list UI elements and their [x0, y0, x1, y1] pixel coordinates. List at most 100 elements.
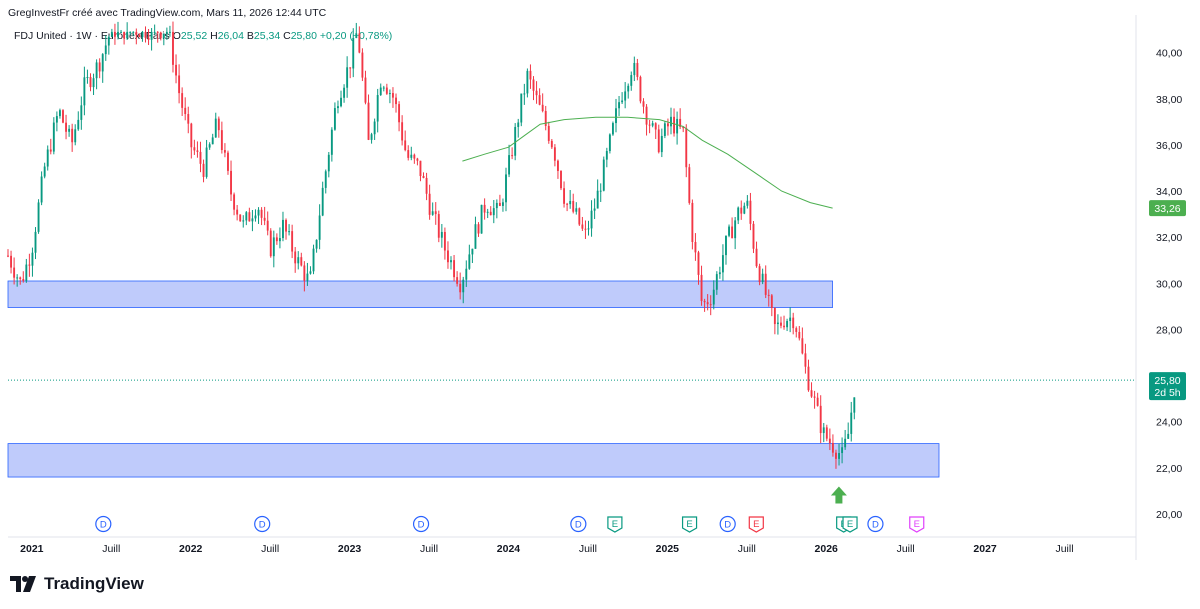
candle-body	[159, 32, 162, 39]
countdown-label: 2d 5h	[1154, 387, 1180, 399]
candle-body	[401, 122, 404, 141]
candle-body	[575, 208, 578, 212]
candle-body	[181, 93, 184, 108]
candle-body	[398, 104, 401, 123]
candle-body	[471, 248, 474, 255]
dividend-marker	[570, 515, 587, 533]
candle-body	[780, 322, 782, 326]
candle-body	[31, 252, 34, 266]
candle-body	[773, 307, 776, 325]
candle-body	[743, 205, 746, 214]
candle-body	[587, 228, 590, 230]
candle-body	[786, 321, 789, 328]
candle-body	[853, 397, 856, 413]
candle-body	[703, 300, 706, 303]
candle-body	[770, 295, 773, 308]
x-tick-label: 2024	[497, 543, 521, 555]
candle-body	[764, 273, 767, 295]
x-tick-label: Juill	[579, 543, 597, 555]
candle-body	[110, 31, 113, 37]
candle-body	[553, 147, 556, 161]
candle-body	[556, 160, 559, 171]
tradingview-logo[interactable]: TradingView	[10, 574, 144, 594]
candle-body	[199, 151, 202, 164]
candle-body	[642, 101, 645, 107]
candle-body	[175, 64, 177, 76]
candle-body	[734, 220, 737, 239]
candle-body	[447, 250, 449, 263]
y-tick-label: 36,00	[1156, 140, 1182, 152]
candle-body	[187, 114, 190, 124]
candle-body	[373, 121, 376, 135]
candle-body	[789, 317, 792, 322]
candle-body	[841, 447, 844, 454]
candle-body	[630, 75, 633, 86]
dividend-marker-label: D	[259, 520, 266, 531]
close-label: C	[283, 30, 291, 42]
dividend-marker-label: D	[724, 520, 731, 531]
low-label: B	[246, 30, 254, 42]
candle-body	[68, 128, 71, 132]
candle-body	[25, 264, 28, 281]
candle-body	[694, 241, 697, 253]
x-tick-label: Juill	[420, 543, 438, 555]
candle-body	[443, 231, 446, 251]
candle-body	[670, 116, 672, 127]
candle-body	[74, 129, 77, 143]
candle-body	[190, 123, 193, 148]
candle-body	[34, 231, 37, 253]
candle-body	[718, 272, 721, 275]
tradingview-logo-icon	[10, 576, 36, 592]
candle-body	[83, 77, 86, 106]
candle-body	[217, 118, 220, 131]
candle-body	[569, 200, 572, 205]
candle-body	[330, 129, 333, 155]
candle-body	[593, 208, 596, 211]
candle-body	[49, 149, 52, 152]
candle-body	[196, 150, 199, 152]
grid	[8, 15, 1137, 560]
candle-body	[645, 106, 648, 125]
candle-body	[825, 427, 828, 439]
candle-body	[275, 237, 278, 242]
y-tick-label: 40,00	[1156, 48, 1182, 60]
candle-body	[685, 128, 688, 168]
earnings-marker	[842, 516, 858, 533]
candle-body	[193, 147, 196, 151]
candle-body	[407, 150, 410, 158]
candle-body	[309, 271, 312, 274]
candle-body	[590, 210, 593, 229]
candle-body	[340, 97, 342, 107]
candle-body	[361, 52, 364, 78]
x-tick-label: 2027	[973, 543, 997, 555]
candle-body	[776, 322, 779, 325]
support-zone	[7, 280, 833, 308]
x-tick-label: Juill	[102, 543, 120, 555]
candle-body	[431, 211, 434, 215]
candle-body	[651, 123, 654, 126]
candle-body	[55, 116, 58, 123]
candle-body	[657, 129, 660, 153]
candle-body	[560, 170, 562, 189]
candle-body	[132, 31, 135, 33]
candle-body	[480, 204, 483, 234]
candle-body	[101, 54, 104, 72]
candle-body	[767, 294, 770, 296]
candle-body	[514, 126, 517, 156]
earnings-marker-label: E	[612, 519, 618, 530]
candle-body	[214, 118, 217, 138]
candle-body	[532, 79, 535, 91]
candle-body	[492, 208, 495, 216]
candle-body	[379, 87, 382, 96]
candle-body	[104, 45, 107, 55]
candle-body	[312, 248, 315, 272]
ma-line	[462, 116, 833, 209]
time-axis: 2021 Juill 2022 Juill 2023 Juill 2024 Juill 2025…	[20, 543, 1073, 555]
candle-body	[660, 135, 663, 153]
symbol-title[interactable]: FDJ United · 1W · Euronext Paris	[14, 30, 170, 42]
up-arrow-shape	[830, 486, 847, 504]
candle-body	[251, 218, 254, 222]
dividend-marker	[95, 515, 112, 533]
candle-body	[184, 107, 187, 115]
